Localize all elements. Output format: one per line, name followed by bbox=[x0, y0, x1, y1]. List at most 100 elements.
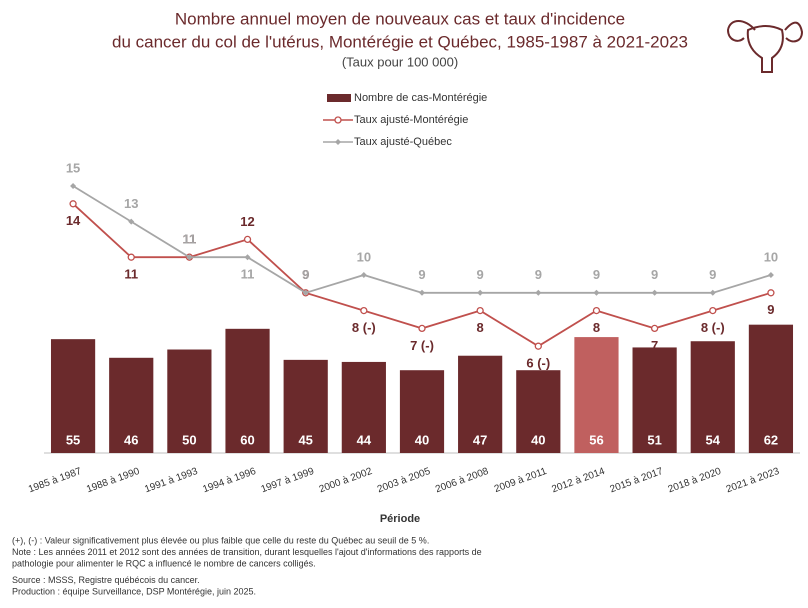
bar bbox=[341, 361, 386, 453]
line-marker bbox=[767, 272, 774, 278]
data-label: 9 bbox=[651, 267, 658, 282]
legend-label: Nombre de cas-Montérégie bbox=[354, 92, 487, 104]
legend-marker bbox=[334, 116, 342, 124]
line-marker bbox=[186, 254, 193, 261]
data-label: 9 bbox=[709, 267, 716, 282]
bar bbox=[690, 341, 735, 453]
x-tick-label: 1997 à 1999 bbox=[260, 466, 316, 496]
footnote: Production : équipe Surveillance, DSP Mo… bbox=[12, 586, 256, 596]
x-tick-label: 2003 à 2005 bbox=[376, 466, 432, 496]
data-label: 11 bbox=[183, 232, 197, 247]
line-marker bbox=[360, 272, 367, 278]
x-tick-label: 1994 à 1996 bbox=[201, 466, 257, 496]
data-label: 8 bbox=[477, 320, 484, 335]
bar-value-label: 47 bbox=[473, 432, 487, 447]
line-marker bbox=[418, 324, 426, 333]
bar-value-label: 46 bbox=[124, 432, 138, 447]
data-label: 9 bbox=[767, 302, 774, 317]
data-label: 9 bbox=[302, 267, 309, 282]
line-marker bbox=[476, 306, 484, 315]
bar-value-label: 40 bbox=[531, 432, 545, 447]
data-label: 14 bbox=[66, 213, 81, 228]
line-marker bbox=[360, 306, 368, 315]
data-label: 7 bbox=[651, 338, 658, 353]
x-tick-label: 2015 à 2017 bbox=[609, 466, 665, 496]
bar-value-label: 56 bbox=[589, 432, 603, 447]
chart-title: du cancer du col de l'utérus, Montérégie… bbox=[112, 32, 688, 51]
bar-value-label: 55 bbox=[66, 432, 80, 447]
data-label: 11 bbox=[124, 267, 138, 282]
line-marker bbox=[70, 183, 77, 189]
data-label: 8 (-) bbox=[701, 320, 725, 335]
bar-value-label: 50 bbox=[182, 432, 196, 447]
bar bbox=[225, 328, 270, 453]
x-tick-label: 2018 à 2020 bbox=[667, 466, 723, 496]
data-label: 8 bbox=[593, 320, 600, 335]
bar bbox=[283, 359, 328, 453]
footnote: Note : Les années 2011 et 2012 sont des … bbox=[12, 547, 482, 557]
bar-value-label: 60 bbox=[240, 432, 254, 447]
bar-value-label: 54 bbox=[706, 432, 721, 447]
footnote: (+), (-) : Valeur significativement plus… bbox=[12, 535, 429, 545]
line-marker bbox=[477, 289, 484, 296]
x-tick-label: 2021 à 2023 bbox=[725, 466, 781, 496]
x-tick-label: 2006 à 2008 bbox=[434, 466, 490, 496]
uterus-icon bbox=[726, 20, 804, 73]
bar-value-label: 45 bbox=[298, 432, 312, 447]
line-marker bbox=[593, 289, 600, 296]
bar bbox=[50, 339, 96, 453]
data-label: 8 (-) bbox=[352, 320, 376, 335]
line-marker bbox=[709, 289, 716, 296]
data-label: 15 bbox=[66, 160, 80, 175]
line-marker bbox=[243, 235, 252, 244]
bar bbox=[748, 324, 794, 453]
line-marker bbox=[128, 218, 135, 225]
data-label: 10 bbox=[357, 249, 371, 264]
bar bbox=[458, 355, 503, 453]
bar bbox=[167, 349, 212, 453]
bar bbox=[399, 370, 445, 453]
legend-label: Taux ajusté-Québec bbox=[354, 136, 452, 148]
footnote: pathologie pour alimenter le RQC a influ… bbox=[12, 558, 316, 568]
line-marker bbox=[419, 289, 425, 296]
data-label: 9 bbox=[593, 267, 600, 282]
bar bbox=[516, 370, 561, 453]
data-label: 10 bbox=[764, 249, 778, 264]
data-label: 9 bbox=[302, 267, 309, 282]
bar-value-label: 40 bbox=[415, 432, 429, 447]
chart-subtitle: (Taux pour 100 000) bbox=[342, 54, 458, 69]
legend-label: Taux ajusté-Montérégie bbox=[354, 114, 468, 126]
legend-marker bbox=[335, 139, 341, 145]
bar bbox=[109, 357, 154, 453]
data-label: 12 bbox=[240, 214, 254, 229]
line-marker bbox=[651, 289, 658, 296]
x-axis-label: Période bbox=[380, 513, 420, 525]
footnote: Source : MSSS, Registre québécois du can… bbox=[12, 575, 200, 585]
data-label: 11 bbox=[241, 267, 255, 282]
x-tick-label: 2012 à 2014 bbox=[550, 466, 606, 496]
data-label: 6 (-) bbox=[526, 356, 550, 371]
data-label: 11 bbox=[183, 232, 197, 247]
line-marker bbox=[592, 306, 601, 315]
line-marker bbox=[535, 289, 542, 296]
data-label: 13 bbox=[124, 196, 138, 211]
x-tick-label: 2000 à 2002 bbox=[318, 466, 374, 496]
line-marker bbox=[650, 324, 659, 333]
chart-title: Nombre annuel moyen de nouveaux cas et t… bbox=[175, 9, 625, 28]
line-marker bbox=[69, 200, 77, 208]
data-label: 9 bbox=[477, 267, 484, 282]
x-tick-label: 1985 à 1987 bbox=[27, 466, 83, 496]
data-label: 9 bbox=[418, 267, 425, 282]
x-tick-label: 1988 à 1990 bbox=[85, 466, 141, 496]
line-marker bbox=[244, 254, 251, 261]
bar bbox=[574, 337, 619, 453]
legend-swatch bbox=[327, 94, 351, 102]
data-label: 9 bbox=[535, 267, 542, 282]
line-marker bbox=[709, 306, 717, 315]
bar-value-label: 51 bbox=[647, 432, 661, 447]
x-tick-label: 2009 à 2011 bbox=[493, 466, 549, 495]
line-marker bbox=[534, 342, 542, 350]
bar bbox=[632, 347, 677, 453]
line-marker bbox=[767, 289, 775, 297]
